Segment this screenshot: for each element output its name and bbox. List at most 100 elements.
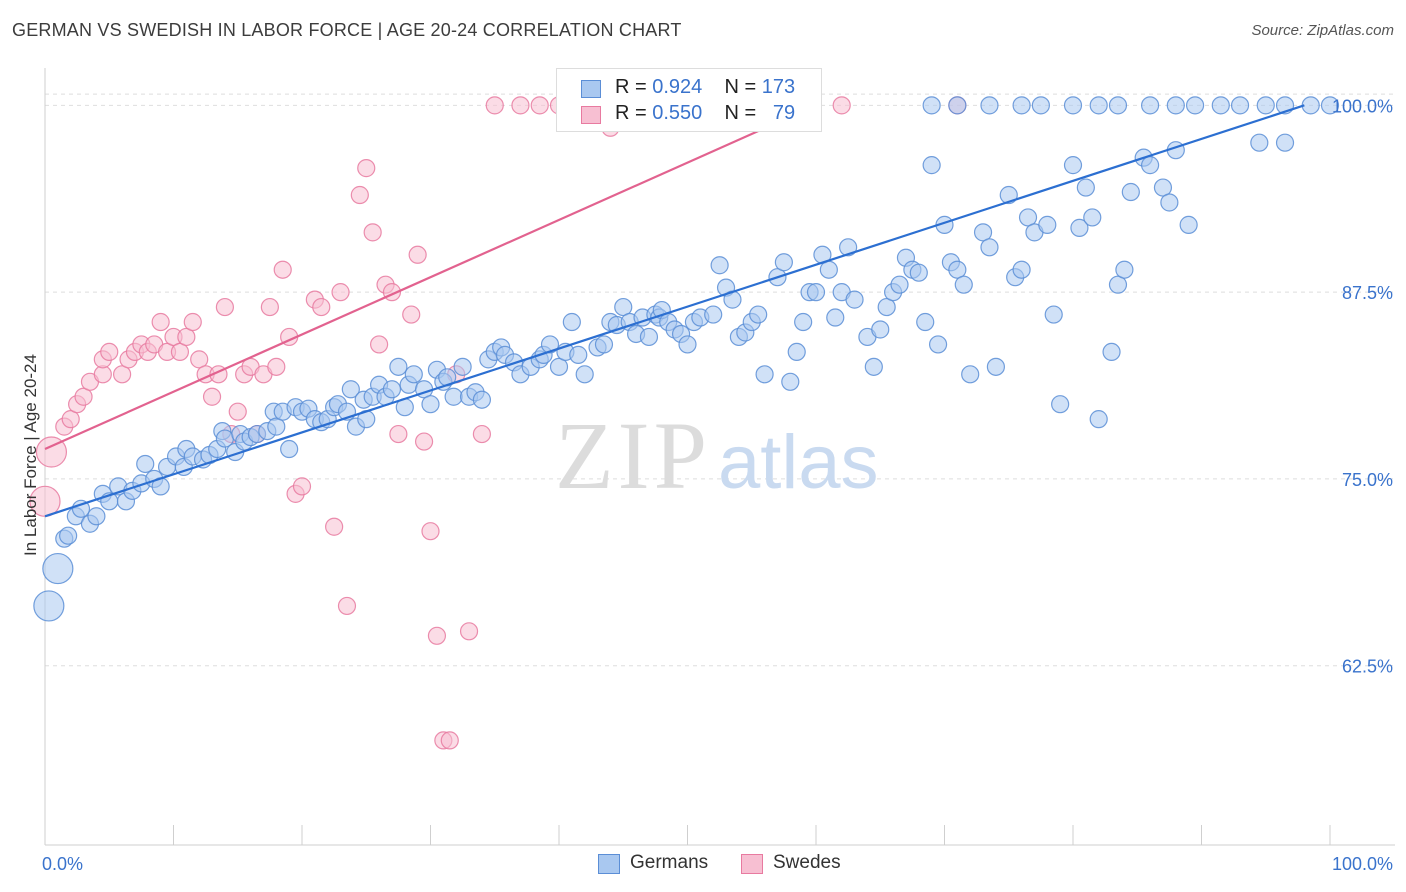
y-tick-label: 75.0% (1342, 470, 1393, 490)
germans-point (922, 156, 941, 175)
germans-point (774, 253, 793, 272)
bottom-legend-label-germans: Germans (630, 852, 709, 873)
germans-point (341, 380, 360, 399)
x-tick-label-max: 100.0% (1332, 854, 1393, 874)
germans-point (845, 290, 864, 309)
germans-point (787, 342, 806, 362)
germans-point (33, 590, 65, 622)
swedes-point (370, 335, 389, 354)
swedes-point (511, 96, 530, 115)
germans-point (575, 365, 594, 384)
legend-swatch-swedes (581, 106, 601, 124)
swedes-point (100, 342, 119, 362)
germans-point (871, 320, 890, 339)
legend-n-value: 79 (772, 102, 796, 124)
germans-point (444, 387, 463, 406)
germans-point (1108, 96, 1128, 115)
germans-point (839, 238, 858, 257)
swedes-point (421, 522, 440, 541)
germans-point (382, 380, 402, 399)
germans-point (826, 308, 845, 327)
swedes-point (408, 245, 427, 264)
swedes-point (35, 436, 68, 468)
germans-point (1012, 260, 1031, 279)
swedes-point (260, 297, 279, 317)
germans-point (928, 335, 948, 354)
germans-point (404, 365, 423, 384)
germans-point (87, 507, 106, 526)
germans-point (1115, 260, 1134, 279)
germans-points (33, 96, 1340, 622)
germans-point (1089, 410, 1108, 429)
x-tick-label-min: 0.0% (42, 854, 83, 874)
germans-point (1211, 96, 1230, 115)
swedes-point (414, 432, 434, 451)
bottom-legend-label-swedes: Swedes (773, 852, 841, 873)
germans-point (42, 552, 74, 585)
legend-r-value: 0.550 (652, 102, 703, 124)
swedes-trend-line (44, 104, 817, 451)
swedes-point (440, 731, 459, 750)
germans-point (1070, 218, 1089, 237)
germans-point (819, 260, 838, 279)
germans-point (389, 357, 408, 376)
swedes-point (267, 357, 286, 376)
swedes-point (485, 96, 504, 115)
source-label: Source: ZipAtlas.com (1251, 22, 1394, 39)
swedes-point (331, 283, 350, 302)
legend-r-label: R = (615, 76, 647, 98)
germans-point (1320, 96, 1340, 115)
swedes-point (325, 517, 344, 536)
y-tick-label: 100.0% (1332, 96, 1393, 116)
swedes-point (389, 424, 408, 444)
germans-trend-line (44, 104, 1305, 518)
germans-point (1250, 133, 1269, 152)
germans-point (136, 454, 155, 474)
watermark-atlas: atlas (718, 420, 879, 505)
germans-point (1076, 178, 1095, 197)
germans-point (916, 312, 935, 332)
germans-point (1089, 96, 1108, 115)
germans-point (704, 305, 723, 324)
chart-title: GERMAN VS SWEDISH IN LABOR FORCE | AGE 2… (12, 20, 682, 40)
germans-point (421, 395, 440, 414)
germans-point (59, 526, 78, 545)
germans-point (781, 372, 800, 391)
germans-point (472, 390, 491, 409)
stats-legend: R = 0.924 N = 173 R = 0.550 N = 79 (556, 68, 822, 132)
swedes-point (292, 477, 312, 496)
swedes-point (202, 387, 222, 406)
germans-point (794, 312, 813, 332)
swedes-point (183, 312, 202, 332)
swedes-point (402, 305, 421, 324)
swedes-point (273, 260, 292, 279)
germans-point (1044, 305, 1063, 324)
germans-point (1166, 96, 1185, 115)
legend-n-label: N = (724, 102, 757, 124)
germans-point (864, 357, 883, 376)
swedes-point (151, 312, 170, 332)
legend-n-value: 173 (761, 76, 796, 98)
germans-point (562, 312, 581, 332)
germans-point (1140, 96, 1160, 115)
germans-point (594, 335, 614, 354)
germans-point (1275, 133, 1295, 152)
swedes-point (427, 626, 447, 645)
germans-point (806, 283, 826, 302)
germans-point (1038, 215, 1057, 234)
swedes-point (337, 596, 357, 616)
germans-point (1102, 342, 1121, 362)
germans-point (961, 365, 980, 384)
swedes-point (215, 297, 234, 317)
swedes-point (228, 402, 247, 421)
germans-point (280, 439, 299, 459)
germans-point (1063, 156, 1083, 175)
bottom-legend-swatch-germans (598, 854, 620, 874)
germans-point (1230, 96, 1250, 115)
germans-point (1179, 215, 1198, 234)
swedes-point (459, 622, 479, 641)
germans-point (569, 345, 588, 364)
germans-point (980, 238, 999, 257)
germans-point (986, 357, 1006, 376)
